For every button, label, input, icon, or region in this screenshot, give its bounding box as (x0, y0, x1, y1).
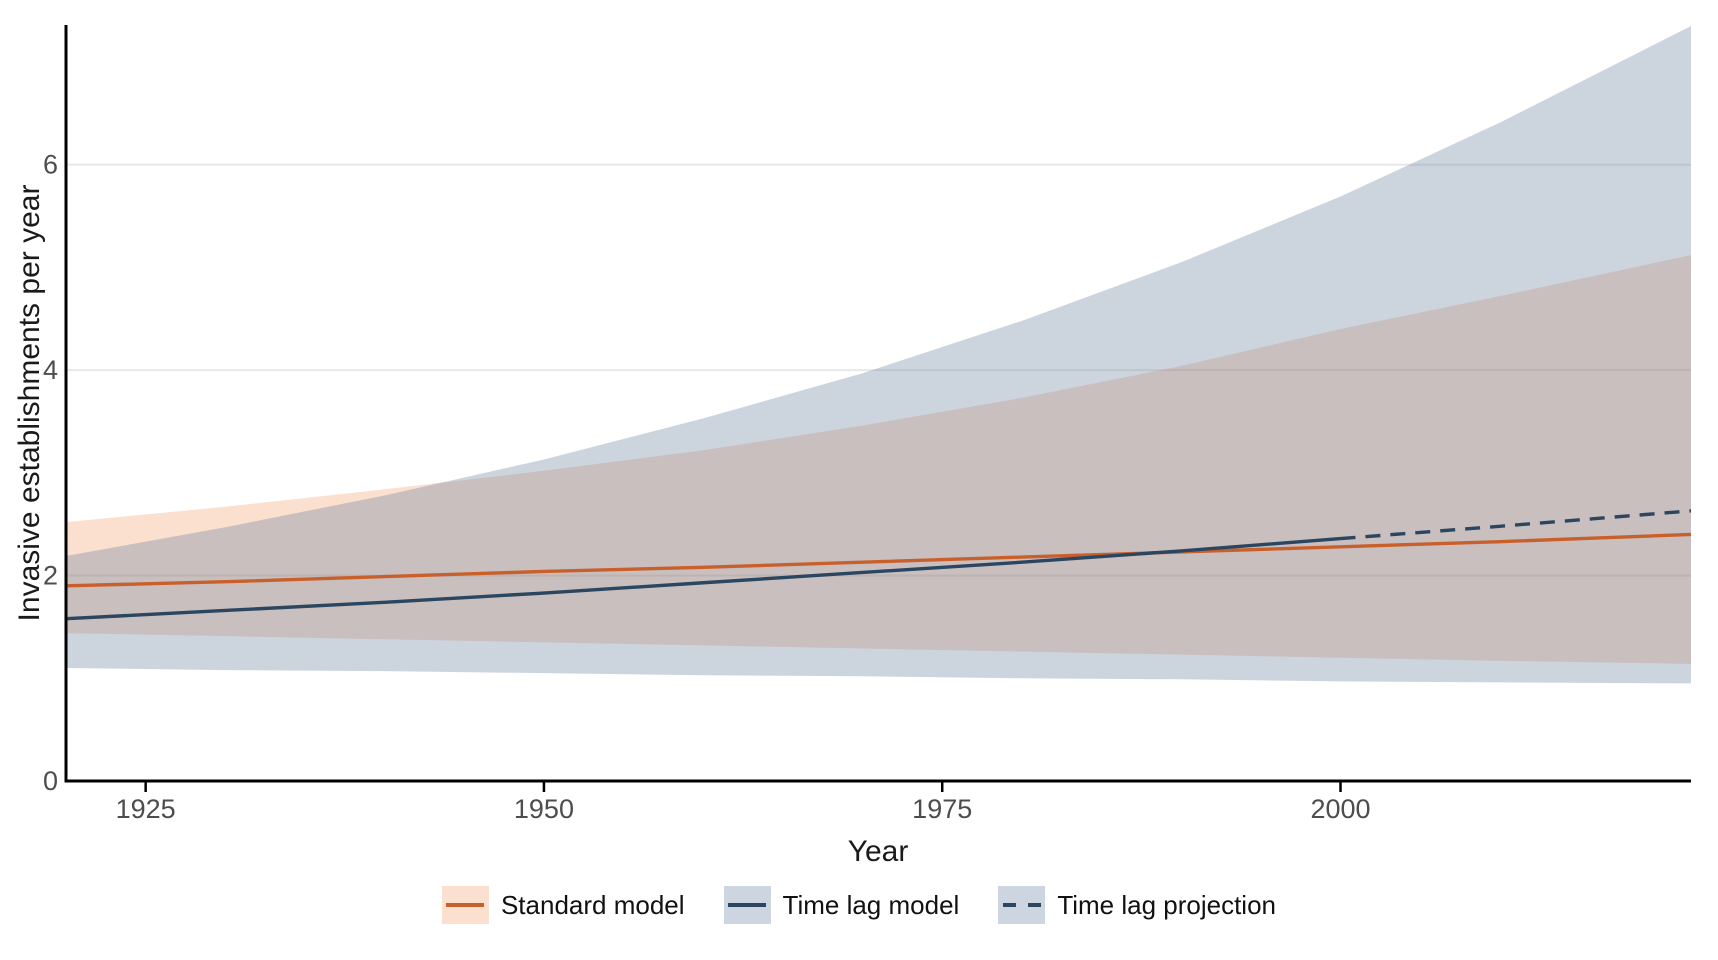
legend-key-standard-model (441, 886, 489, 924)
y-tick-label-2: 2 (43, 561, 58, 591)
legend-item-time-lag-projection: Time lag projection (998, 886, 1276, 924)
legend-line-time-lag-projection (1002, 903, 1041, 907)
x-tick-label-1950: 1950 (514, 794, 574, 824)
x-tick-label-1975: 1975 (912, 794, 972, 824)
legend-label-standard-model: Standard model (500, 889, 685, 920)
x-tick-label-1925: 1925 (116, 794, 176, 824)
legend-item-time-lag-model: Time lag model (723, 886, 960, 924)
legend-item-standard-model: Standard model (441, 886, 685, 924)
legend-label-time-lag-projection: Time lag projection (1057, 889, 1277, 920)
legend-line-standard-model (446, 903, 485, 907)
y-tick-label-6: 6 (43, 150, 58, 180)
legend-key-time-lag-model (723, 886, 771, 924)
legend: Standard model Time lag model Time lag p… (0, 886, 1718, 924)
ribbons (66, 26, 1691, 684)
y-tick-label-4: 4 (43, 355, 58, 385)
y-tick-label-0: 0 (43, 766, 58, 796)
x-tick-label-2000: 2000 (1310, 794, 1370, 824)
line-time-lag-model (66, 536, 1341, 621)
line-standard-model (66, 532, 1691, 588)
ribbon-time-lag-model (66, 26, 1691, 684)
legend-line-time-lag-model (728, 903, 767, 907)
line-time-lag-projection (1340, 509, 1691, 541)
y-axis-title: Invasive establishments per year (13, 184, 46, 622)
ribbon-standard-model (66, 255, 1691, 664)
legend-label-time-lag-model: Time lag model (782, 889, 960, 920)
legend-key-time-lag-projection (998, 886, 1046, 924)
x-axis-title: Year (847, 835, 909, 868)
